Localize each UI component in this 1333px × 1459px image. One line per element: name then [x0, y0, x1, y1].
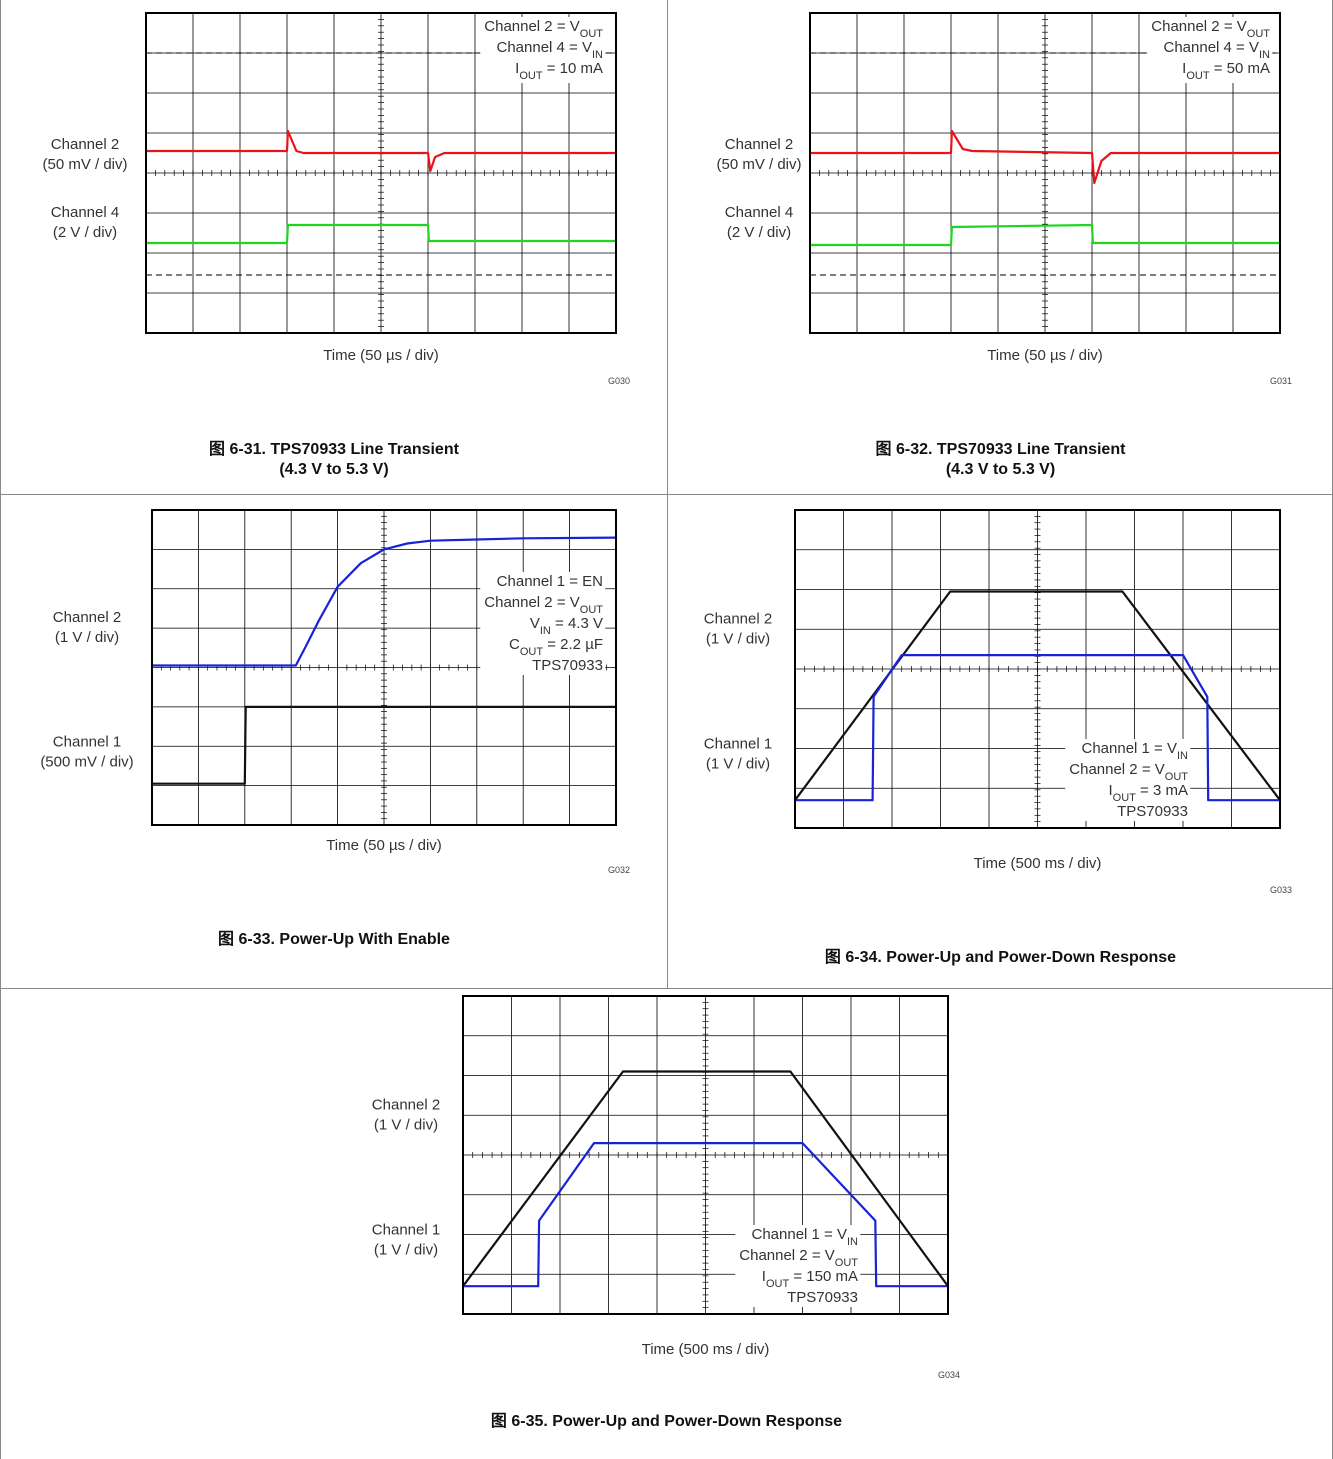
channel-label-name: Channel 2	[372, 1096, 440, 1113]
channel-label-name: Channel 4	[725, 204, 793, 221]
x-axis-label: Time (50 µs / div)	[323, 347, 439, 364]
caption-line: 图 6-32. TPS70933 Line Transient	[875, 441, 1126, 458]
series-line-channel-2	[810, 129, 1280, 185]
x-axis-label: Time (50 µs / div)	[987, 347, 1103, 364]
figure-code: G033	[1270, 885, 1292, 895]
x-axis-label: Time (500 ms / div)	[642, 1341, 770, 1358]
figure-code: G032	[608, 865, 630, 875]
caption-6-34: 图 6-34. Power-Up and Power-Down Response	[668, 948, 1333, 968]
figure-code: G034	[938, 1370, 960, 1380]
channel-label-name: Channel 1	[704, 736, 772, 753]
channel-label-name: Channel 4	[51, 204, 119, 221]
caption-6-32: 图 6-32. TPS70933 Line Transient (4.3 V t…	[668, 440, 1333, 480]
plot-frame	[462, 995, 949, 1315]
caption-6-33: 图 6-33. Power-Up With Enable	[0, 930, 668, 950]
legend-entry: Channel 1 = VIN	[1082, 740, 1189, 762]
series-line-channel-2	[463, 1141, 948, 1288]
legend-entry: IOUT = 50 mA	[1182, 60, 1270, 82]
legend-entry: IOUT = 3 mA	[1108, 782, 1188, 804]
legend-entry: Channel 2 = VOUT	[1069, 761, 1188, 783]
legend-entry: Channel 2 = VOUT	[484, 18, 603, 40]
series-line-channel-4	[146, 223, 616, 245]
channel-label-scale: (2 V / div)	[53, 224, 117, 241]
channel-label-name: Channel 2	[51, 136, 119, 153]
panel-c31	[0, 0, 668, 495]
x-axis-label: Time (500 ms / div)	[974, 855, 1102, 872]
caption-6-31: 图 6-31. TPS70933 Line Transient (4.3 V t…	[0, 440, 668, 480]
caption-line: 图 6-31. TPS70933 Line Transient	[209, 441, 459, 458]
channel-label-name: Channel 1	[53, 733, 121, 750]
caption-line: (4.3 V to 5.3 V)	[945, 461, 1056, 478]
channel-label-scale: (1 V / div)	[55, 629, 119, 646]
series-line-channel-4	[810, 223, 1280, 247]
caption-line: 图 6-35. Power-Up and Power-Down Response	[490, 1413, 843, 1430]
plot-frame	[794, 509, 1281, 829]
channel-label-scale: (1 V / div)	[706, 630, 770, 647]
legend-entry: TPS70933	[787, 1289, 858, 1306]
legend-entry: IOUT = 150 mA	[762, 1268, 858, 1290]
plot-frame	[145, 12, 617, 334]
figure-code: G031	[1270, 376, 1292, 386]
channel-label-name: Channel 2	[53, 609, 121, 626]
caption-6-35: 图 6-35. Power-Up and Power-Down Response	[0, 1412, 1333, 1432]
legend-background	[1147, 17, 1273, 83]
plot-frame	[151, 509, 617, 826]
series-line-channel-2	[795, 653, 1280, 802]
channel-label-name: Channel 1	[372, 1222, 440, 1239]
legend-entry: TPS70933	[1117, 803, 1188, 820]
channel-label-name: Channel 2	[704, 610, 772, 627]
legend-background	[735, 1225, 861, 1307]
legend-entry: Channel 2 = VOUT	[1151, 18, 1270, 40]
legend-entry: Channel 1 = EN	[497, 573, 603, 590]
channel-label-name: Channel 2	[725, 136, 793, 153]
series-line-channel-1	[152, 705, 616, 785]
caption-line: 图 6-33. Power-Up With Enable	[218, 931, 450, 948]
channel-label-scale: (50 mV / div)	[42, 156, 127, 173]
legend-entry: Channel 2 = VOUT	[484, 594, 603, 616]
figure-code: G030	[608, 376, 630, 386]
legend-background	[1065, 739, 1191, 821]
series-line-channel-2	[152, 536, 617, 667]
legend-background	[480, 572, 606, 675]
legend-entry: TPS70933	[532, 657, 603, 674]
channel-label-scale: (500 mV / div)	[40, 753, 133, 770]
plot-frame	[809, 12, 1281, 334]
legend-entry: Channel 4 = VIN	[1164, 39, 1271, 61]
legend-background	[480, 17, 606, 83]
caption-line: (4.3 V to 5.3 V)	[279, 461, 389, 478]
legend-entry: Channel 4 = VIN	[497, 39, 604, 61]
channel-label-scale: (1 V / div)	[706, 756, 770, 773]
x-axis-label: Time (50 µs / div)	[326, 837, 442, 854]
caption-line: 图 6-34. Power-Up and Power-Down Response	[824, 949, 1177, 966]
series-line-channel-1	[462, 1070, 949, 1287]
legend-entry: Channel 2 = VOUT	[739, 1247, 858, 1269]
legend-entry: IOUT = 10 mA	[515, 60, 603, 82]
legend-entry: VIN = 4.3 V	[530, 615, 603, 637]
panel-c33	[0, 495, 668, 989]
series-line-channel-2	[146, 129, 616, 173]
channel-label-scale: (50 mV / div)	[716, 156, 801, 173]
legend-entry: Channel 1 = VIN	[752, 1226, 859, 1248]
channel-label-scale: (1 V / div)	[374, 1242, 438, 1259]
legend-entry: COUT = 2.2 µF	[509, 636, 603, 658]
channel-label-scale: (2 V / div)	[727, 224, 791, 241]
channel-label-scale: (1 V / div)	[374, 1116, 438, 1133]
series-line-channel-1	[794, 590, 1281, 801]
